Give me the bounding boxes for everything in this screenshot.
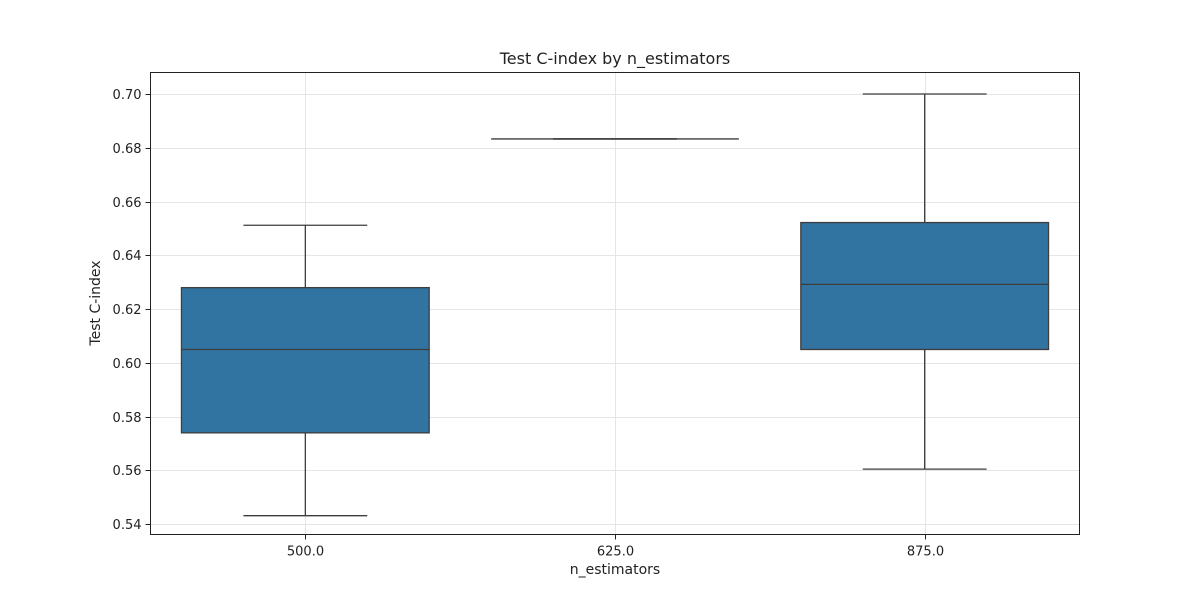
y-tick-label: 0.68 — [113, 142, 142, 157]
y-axis-label: Test C-index — [88, 260, 104, 346]
y-tick-label: 0.54 — [113, 518, 142, 533]
box-500.0 — [180, 224, 430, 517]
y-tick-label: 0.60 — [113, 357, 142, 372]
y-tick-label: 0.58 — [113, 411, 142, 426]
iqr-box — [800, 221, 1050, 351]
y-tick-label: 0.70 — [113, 88, 142, 103]
box-875.0 — [800, 93, 1050, 470]
axis-ticks: 0.54 0.56 0.58 0.60 0.62 0.64 0.66 0.68 0.70 500.… — [113, 88, 945, 560]
x-axis-label: n_estimators — [570, 562, 660, 578]
y-tick-label: 0.62 — [113, 303, 142, 318]
y-tick-label: 0.64 — [113, 249, 142, 264]
box-plot-series — [180, 93, 1050, 517]
chart-title: Test C-index by n_estimators — [499, 49, 731, 69]
y-tick-label: 0.66 — [113, 196, 142, 211]
y-tick-label: 0.56 — [113, 464, 142, 479]
x-tick-label: 875.0 — [907, 545, 944, 560]
iqr-box — [180, 286, 430, 434]
x-tick-label: 500.0 — [287, 545, 324, 560]
x-tick-label: 625.0 — [597, 545, 634, 560]
